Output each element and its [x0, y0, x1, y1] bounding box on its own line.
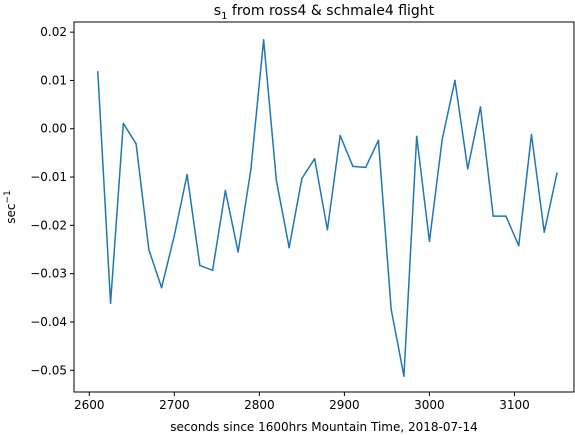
data-point	[314, 158, 316, 160]
y-axis-label: sec−1	[3, 190, 18, 224]
data-point	[339, 135, 341, 137]
data-point	[123, 123, 125, 125]
x-tick-label: 3000	[414, 398, 445, 412]
x-axis-label: seconds since 1600hrs Mountain Time, 201…	[170, 420, 477, 434]
y-tick-label: −0.04	[30, 315, 67, 329]
data-point	[492, 215, 494, 217]
y-tick-label: 0.01	[40, 73, 67, 87]
line-layer	[97, 39, 558, 377]
y-axis-label-superscript: −1	[3, 190, 13, 203]
y-tick-label: −0.03	[30, 267, 67, 281]
data-point	[505, 215, 507, 217]
data-point	[148, 249, 150, 251]
series-line	[98, 40, 557, 376]
data-point	[199, 265, 201, 267]
data-point	[263, 39, 265, 41]
y-tick-label: −0.02	[30, 218, 67, 232]
data-point	[556, 172, 558, 174]
data-point	[352, 166, 354, 168]
data-point	[135, 143, 137, 145]
data-point	[237, 251, 239, 253]
data-point	[276, 180, 278, 182]
chart-title-main: s	[214, 3, 221, 19]
data-point	[518, 245, 520, 247]
x-tick-label: 2700	[159, 398, 190, 412]
data-point	[97, 71, 99, 73]
data-point	[378, 140, 380, 142]
data-point	[467, 168, 469, 170]
data-point	[225, 190, 227, 192]
data-point	[186, 174, 188, 176]
y-axis-ticks: 0.02 0.01 0.00 −0.01 −0.02 −0.03 −0.04 −0.05	[30, 25, 74, 377]
data-point	[531, 134, 533, 136]
data-point	[301, 178, 303, 180]
data-point	[390, 309, 392, 311]
data-point	[454, 80, 456, 82]
data-point	[441, 139, 443, 141]
y-tick-label: −0.01	[30, 170, 67, 184]
x-axis-ticks: 2600 2700 2800 2900 3000 3100	[74, 392, 530, 412]
y-tick-label: −0.05	[30, 363, 67, 377]
plot-area: 2600 2700 2800 2900 3000 3100 0.02 0.01 0.00 −0.…	[30, 22, 574, 412]
data-point	[288, 247, 290, 249]
y-tick-label: 0.02	[40, 25, 67, 39]
x-tick-label: 2600	[74, 398, 105, 412]
data-point	[480, 106, 482, 108]
data-point	[161, 287, 163, 289]
data-point	[110, 302, 112, 304]
data-point	[403, 375, 405, 377]
data-point	[174, 235, 176, 237]
data-point	[429, 241, 431, 243]
data-point	[212, 269, 214, 271]
y-axis-label-main: sec	[4, 204, 18, 224]
data-point	[543, 231, 545, 233]
data-point	[365, 167, 367, 169]
chart-title-rest: from ross4 & schmale4 flight	[227, 3, 434, 19]
data-point	[416, 136, 418, 138]
x-tick-label: 2900	[329, 398, 360, 412]
x-tick-label: 2800	[244, 398, 275, 412]
x-tick-label: 3100	[499, 398, 530, 412]
y-tick-label: 0.00	[40, 122, 67, 136]
data-point	[250, 169, 252, 171]
data-point	[327, 229, 329, 231]
chart-title: s1 from ross4 & schmale4 flight	[214, 3, 435, 22]
